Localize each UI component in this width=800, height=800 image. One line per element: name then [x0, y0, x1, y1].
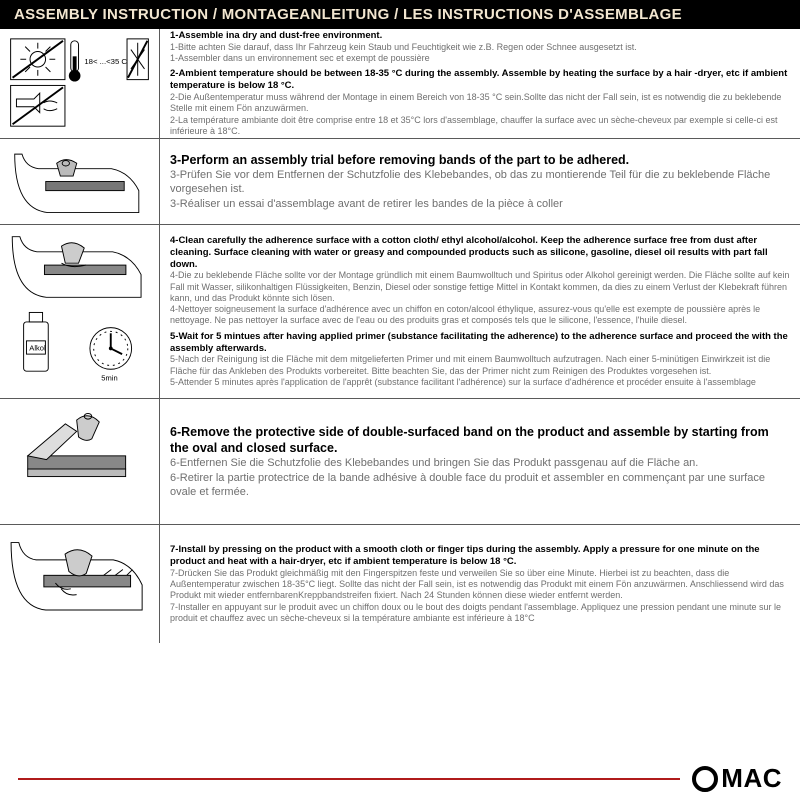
step-text: 1-Assemble ina dry and dust-free environ… — [160, 29, 800, 138]
step-lead: 4-Clean carefully the adherence surface … — [170, 235, 790, 271]
step-text: 6-Remove the protective side of double-s… — [160, 399, 800, 524]
step-sub: 1-Bitte achten Sie darauf, dass Ihr Fahr… — [170, 42, 790, 53]
illustration-clean-wait: Alkol 5min — [0, 225, 160, 398]
illustration-environment: 18< ...<35 C — [0, 29, 160, 138]
step-lead: 5-Wait for 5 mintues after having applie… — [170, 331, 790, 355]
step-block: 6-Remove the protective side of double-s… — [170, 424, 790, 499]
instruction-sheet: ASSEMBLY INSTRUCTION / MONTAGEANLEITUNG … — [0, 0, 800, 800]
footer: MAC — [0, 759, 800, 800]
step-sub: 4-Die zu beklebende Fläche sollte vor de… — [170, 270, 790, 304]
page-title: ASSEMBLY INSTRUCTION / MONTAGEANLEITUNG … — [0, 0, 800, 29]
steps-container: 18< ...<35 C 1-Assemble ina dry and dust… — [0, 29, 800, 759]
temp-label: 18< ...<35 C — [84, 57, 127, 66]
step-text: 3-Perform an assembly trial before remov… — [160, 139, 800, 224]
step-row: 7-Install by pressing on the product wit… — [0, 525, 800, 643]
brand-logo: MAC — [692, 763, 782, 794]
wait-label: 5min — [101, 374, 117, 383]
step-sub: 7-Drücken Sie das Produkt gleichmäßig mi… — [170, 568, 790, 602]
step-sub: 5-Attender 5 minutes après l'application… — [170, 377, 790, 388]
step-sub: 3-Prüfen Sie vor dem Entfernen der Schut… — [170, 168, 790, 197]
alcohol-label: Alkol — [29, 343, 46, 352]
step-lead: 6-Remove the protective side of double-s… — [170, 424, 790, 457]
illustration-peel — [0, 399, 160, 524]
step-sub: 5-Nach der Reinigung ist die Fläche mit … — [170, 354, 790, 377]
step-lead: 1-Assemble ina dry and dust-free environ… — [170, 30, 790, 42]
step-lead: 2-Ambient temperature should be between … — [170, 68, 790, 92]
step-row: 3-Perform an assembly trial before remov… — [0, 139, 800, 225]
step-block: 2-Ambient temperature should be between … — [170, 68, 790, 137]
step-sub: 6-Entfernen Sie die Schutzfolie des Kleb… — [170, 456, 790, 470]
logo-text: MAC — [721, 763, 782, 794]
env-icon: 18< ...<35 C — [6, 35, 153, 132]
step-block: 5-Wait for 5 mintues after having applie… — [170, 331, 790, 389]
step-sub: 6-Retirer la partie protectrice de la ba… — [170, 471, 790, 500]
step-lead: 7-Install by pressing on the product wit… — [170, 544, 790, 568]
step-text: 7-Install by pressing on the product wit… — [160, 525, 800, 643]
step-lead: 3-Perform an assembly trial before remov… — [170, 152, 790, 168]
step-row: 6-Remove the protective side of double-s… — [0, 399, 800, 525]
step-text: 4-Clean carefully the adherence surface … — [160, 225, 800, 398]
step-sub: 4-Nettoyer soigneusement la surface d'ad… — [170, 304, 790, 327]
clean-icon: Alkol 5min — [6, 231, 153, 392]
illustration-trial — [0, 139, 160, 224]
step-sub: 7-Installer en appuyant sur le produit a… — [170, 602, 790, 625]
footer-rule — [18, 778, 680, 780]
step-sub: 3-Réaliser un essai d'assemblage avant d… — [170, 197, 790, 211]
step-block: 1-Assemble ina dry and dust-free environ… — [170, 30, 790, 64]
step-sub: 2-Die Außentemperatur muss während der M… — [170, 92, 790, 115]
press-icon — [6, 531, 153, 637]
step-row: 18< ...<35 C 1-Assemble ina dry and dust… — [0, 29, 800, 139]
step-block: 3-Perform an assembly trial before remov… — [170, 152, 790, 211]
step-row: Alkol 5min 4-Clean carefully the adheren… — [0, 225, 800, 399]
step-sub: 2-La température ambiante doit être comp… — [170, 115, 790, 138]
step-block: 7-Install by pressing on the product wit… — [170, 544, 790, 624]
peel-icon — [6, 405, 153, 518]
step-sub: 1-Assembler dans un environnement sec et… — [170, 53, 790, 64]
logo-ring-icon — [692, 766, 718, 792]
trial-icon — [6, 145, 153, 218]
illustration-press — [0, 525, 160, 643]
step-block: 4-Clean carefully the adherence surface … — [170, 235, 790, 327]
